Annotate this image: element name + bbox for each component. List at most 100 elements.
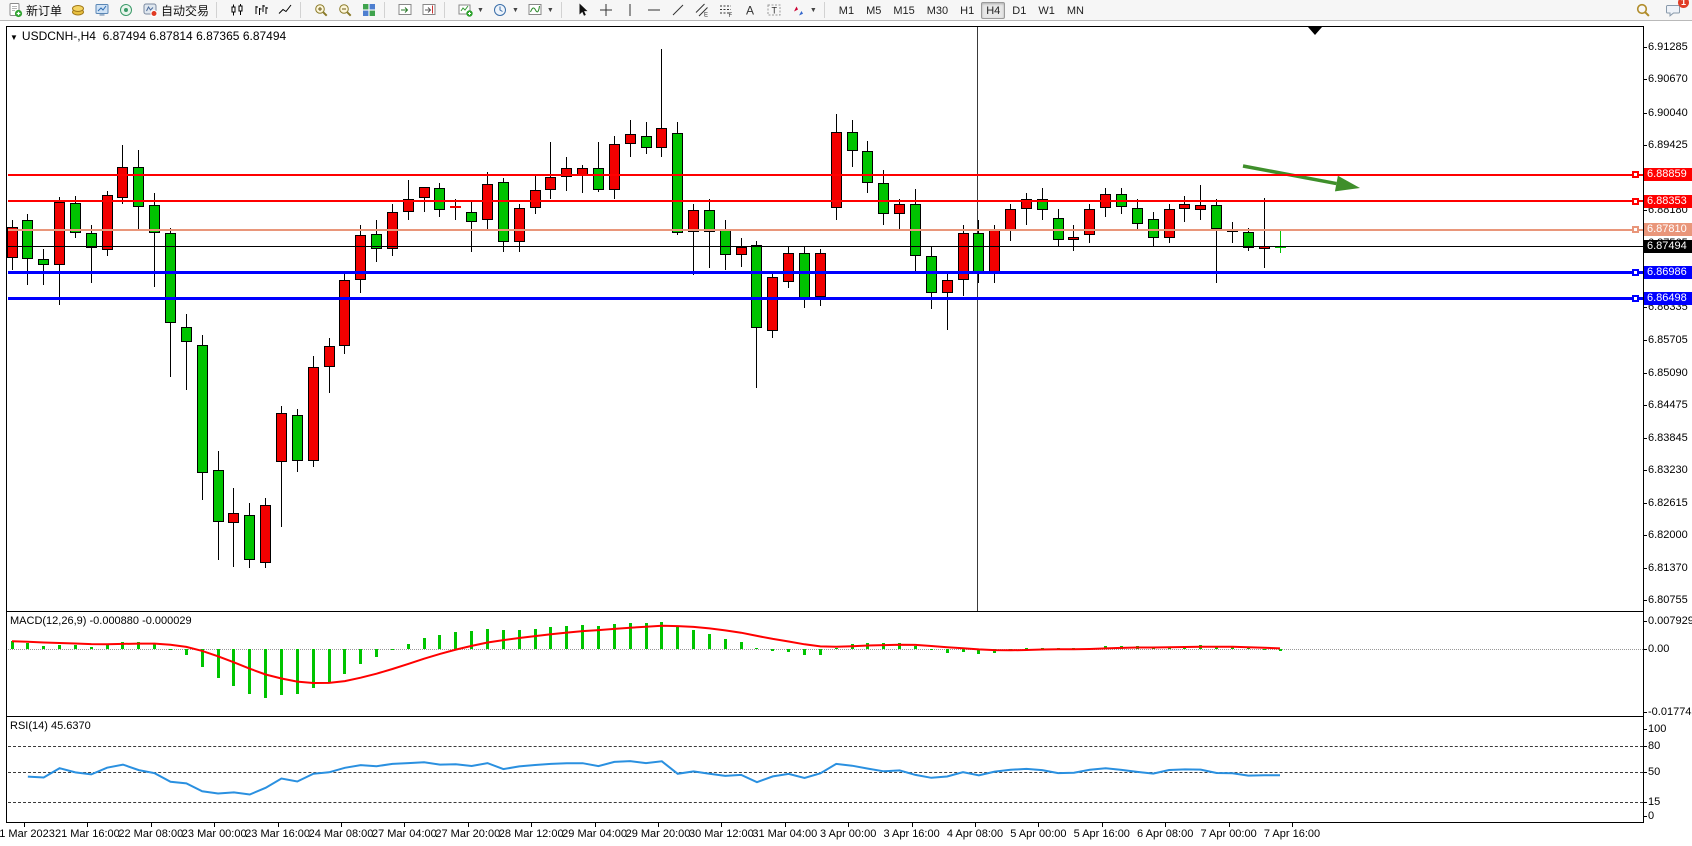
svg-text:E: E [704, 13, 708, 19]
price-tick-label: 6.83230 [1648, 464, 1688, 477]
price-tick [1643, 307, 1647, 309]
timeframe-m5[interactable]: M5 [861, 2, 886, 19]
indicators-icon [528, 4, 542, 15]
timeframe-h1[interactable]: H1 [955, 2, 979, 19]
market-watch-button[interactable] [66, 1, 90, 19]
macd-histogram-bar [1215, 646, 1219, 649]
symbol-dropdown-icon[interactable]: ▼ [10, 33, 18, 42]
timeframe-w1[interactable]: W1 [1033, 2, 1060, 19]
line-price-label: 6.87810 [1644, 223, 1692, 237]
horizontal-line-6.87494[interactable] [8, 245, 1643, 247]
horizontal-line-6.86986[interactable] [8, 271, 1643, 275]
rsi-axis-tick [1643, 802, 1647, 804]
time-tick-label: 27 Mar 04:00 [371, 828, 437, 840]
line-handle[interactable] [1632, 269, 1639, 277]
auto-trading-button[interactable]: 自动交易 [138, 1, 213, 19]
timeframe-m15[interactable]: M15 [888, 2, 919, 19]
candlestick-chart-button[interactable] [225, 1, 249, 19]
auto-scroll-button[interactable] [393, 1, 417, 19]
horizontal-line-6.88353[interactable] [8, 200, 1643, 203]
macd-histogram-bar [406, 643, 410, 649]
new-chart-button[interactable]: ▼ [453, 1, 488, 19]
price-tick [1643, 340, 1647, 342]
main-toolbar: 新订单 自动交易 ▼ ▼ ▼ E F A T ▼ M1 M5 M15 M30 H1 H4 D1 W1 MN 1 [0, 0, 1692, 21]
price-tick [1643, 372, 1647, 374]
new-order-button[interactable]: 新订单 [3, 1, 66, 19]
horizontal-line-6.88859[interactable] [8, 173, 1643, 176]
profiles-button[interactable]: ▼ [488, 1, 523, 19]
price-tick-label: 6.82000 [1648, 528, 1688, 541]
bar-chart-button[interactable] [249, 1, 273, 19]
chart-title: ▼ USDCNH-,H4 6.87494 6.87814 6.87365 6.87… [10, 29, 286, 43]
candle [101, 195, 113, 250]
notifications-button[interactable]: 1 [1661, 0, 1689, 19]
crosshair-button[interactable] [594, 1, 618, 19]
strategy-tester-button[interactable] [114, 1, 138, 19]
candle [180, 326, 192, 343]
rsi-axis-label: 0 [1648, 809, 1655, 822]
price-tick-label: 6.91285 [1648, 41, 1688, 54]
timeframe-d1[interactable]: D1 [1007, 2, 1031, 19]
fibonacci-tool-button[interactable]: F [714, 1, 738, 19]
equidistant-channel-tool-button[interactable]: E [690, 1, 714, 19]
line-handle[interactable] [1632, 171, 1639, 179]
line-chart-button[interactable] [273, 1, 297, 19]
horizontal-line-6.87810[interactable] [8, 228, 1643, 231]
price-chart-panel[interactable] [6, 26, 1644, 612]
time-axis[interactable] [0, 823, 1692, 846]
macd-histogram-bar [1246, 648, 1250, 649]
data-window-button[interactable] [90, 1, 114, 19]
candle [1131, 208, 1143, 225]
zoom-in-button[interactable] [309, 1, 333, 19]
line-handle[interactable] [1632, 226, 1639, 234]
arrows-tool-button[interactable]: ▼ [786, 1, 821, 19]
line-handle[interactable] [1632, 197, 1639, 205]
text-label-icon: T [767, 4, 781, 16]
macd-histogram-bar [89, 646, 93, 649]
horizontal-line-6.86498[interactable] [8, 297, 1643, 301]
toolbar-separator [300, 2, 305, 18]
toolbar-separator [560, 2, 566, 18]
price-tick-label: 6.84475 [1648, 398, 1688, 411]
cursor-button[interactable] [570, 1, 594, 19]
macd-panel[interactable] [6, 611, 1644, 717]
horizontal-line-tool-button[interactable] [642, 1, 666, 19]
chart-symbol: USDCNH-,H4 [21, 29, 96, 43]
candle [862, 151, 874, 183]
candle [513, 208, 525, 243]
chevron-down-icon: ▼ [477, 6, 484, 14]
candle [814, 252, 826, 298]
zoom-out-button[interactable] [333, 1, 357, 19]
indicators-button[interactable]: ▼ [523, 1, 558, 19]
macd-histogram-bar [184, 649, 188, 656]
candle [799, 252, 810, 300]
price-tick-label: 6.89425 [1648, 138, 1688, 151]
macd-histogram-bar [707, 634, 711, 649]
candle [54, 202, 66, 266]
timeframe-m30[interactable]: M30 [922, 2, 953, 19]
timeframe-h4[interactable]: H4 [981, 1, 1006, 19]
macd-histogram-bar [169, 649, 172, 650]
trendline-tool-button[interactable] [666, 1, 690, 19]
rsi-axis-label: 100 [1648, 722, 1667, 735]
autotrade-icon [143, 3, 158, 17]
timeframe-mn[interactable]: MN [1062, 2, 1089, 19]
tile-windows-button[interactable] [357, 1, 381, 19]
price-tick [1643, 144, 1647, 146]
line-handle[interactable] [1632, 295, 1639, 303]
candle-wick [233, 487, 235, 567]
search-button[interactable] [1631, 1, 1655, 19]
chart-shift-marker[interactable] [1308, 27, 1322, 35]
text-label-tool-button[interactable]: T [762, 1, 786, 19]
chart-shift-button[interactable] [417, 1, 441, 19]
candle [830, 131, 842, 209]
timeframe-m1[interactable]: M1 [834, 2, 859, 19]
candle [751, 244, 763, 328]
rsi-panel[interactable] [6, 716, 1644, 823]
candle [307, 366, 319, 462]
text-tool-button[interactable]: A [738, 1, 762, 19]
macd-histogram-bar [264, 649, 268, 698]
vertical-line-tool-button[interactable] [618, 1, 642, 19]
vertical-line-annotation[interactable] [977, 27, 978, 611]
macd-histogram-bar [676, 627, 680, 649]
